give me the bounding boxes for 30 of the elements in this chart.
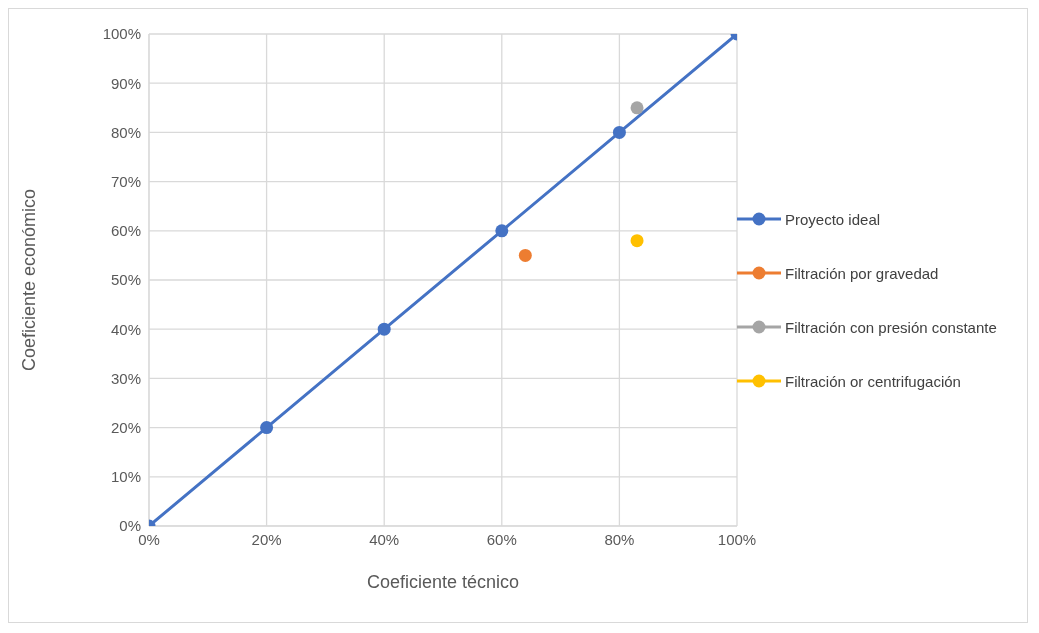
y-tick-label: 20%	[110, 418, 141, 436]
point	[612, 125, 626, 139]
x-tick-label: 0%	[138, 530, 160, 548]
y-tick-label: 80%	[110, 123, 141, 141]
legend-label: Filtración por gravedad	[785, 263, 939, 284]
y-tick-label: 90%	[110, 74, 141, 92]
y-tick-label: 100%	[102, 25, 141, 43]
point	[630, 234, 644, 248]
point	[518, 248, 532, 262]
point	[377, 322, 391, 336]
x-tick-label: 100%	[717, 530, 757, 548]
y-tick-label: 60%	[110, 222, 141, 240]
point	[260, 421, 274, 435]
y-tick-label: 70%	[110, 172, 141, 190]
x-tick-label: 80%	[604, 530, 635, 548]
y-tick-label: 50%	[110, 271, 141, 289]
point	[630, 101, 644, 115]
x-tick-label: 60%	[486, 530, 517, 548]
legend-label: Filtración or centrifugación	[785, 371, 961, 392]
legend-label: Proyecto ideal	[785, 209, 881, 230]
y-tick-label: 10%	[110, 468, 141, 486]
x-axis-title: Coeficiente técnico	[366, 572, 520, 592]
y-tick-label: 30%	[110, 369, 141, 387]
legend-label: Filtración con presión constante	[785, 317, 997, 338]
y-tick-label: 40%	[110, 320, 141, 338]
x-tick-label: 40%	[369, 530, 400, 548]
y-tick-label: 0%	[119, 517, 141, 535]
x-tick-label: 20%	[251, 530, 282, 548]
y-axis-title: Coeficiente económico	[19, 188, 40, 372]
point	[495, 224, 509, 238]
